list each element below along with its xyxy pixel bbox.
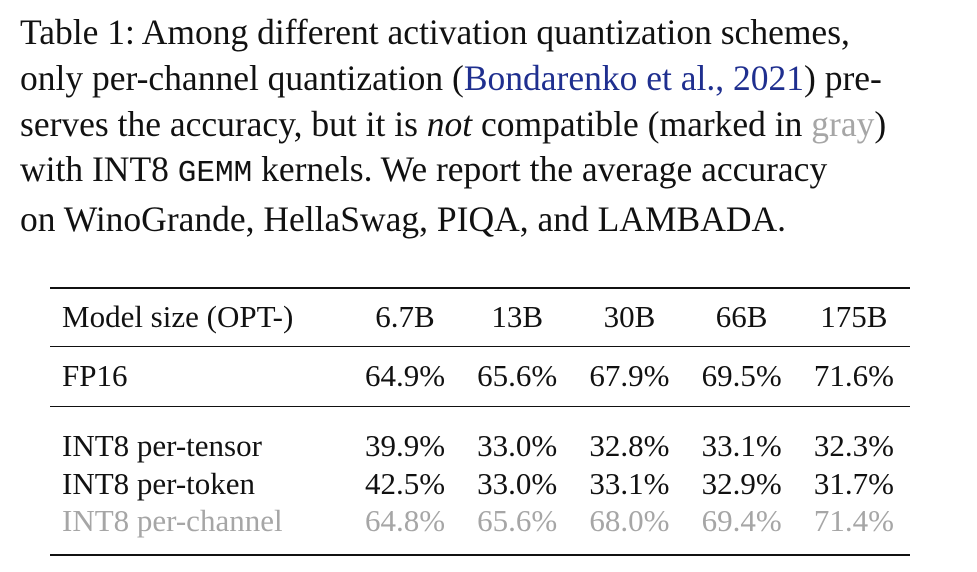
table-header-row: Model size (OPT-) 6.7B 13B 30B 66B 175B — [50, 288, 910, 346]
table-caption: Table 1: Among different activation quan… — [20, 10, 960, 243]
caption-gray-word: gray — [811, 103, 875, 144]
table-cell: 33.0% — [477, 428, 558, 463]
table-cell: 32.3% — [813, 428, 894, 463]
results-table-container: Model size (OPT-) 6.7B 13B 30B 66B 175B … — [50, 287, 910, 556]
table-cell: 65.6% — [477, 503, 558, 538]
caption-text: only per-channel quantization ( — [20, 57, 464, 98]
table-cell: 42.5% — [364, 465, 446, 501]
table-cell: 31.7% — [813, 465, 894, 501]
row-label: FP16 — [62, 358, 128, 393]
table-row-int8-per-token: INT8 per-token 42.5% 33.0% 33.1% 32.9% 3… — [50, 464, 910, 503]
results-table: Model size (OPT-) 6.7B 13B 30B 66B 175B … — [50, 287, 910, 556]
table-row-fp16: FP16 64.9% 65.6% 67.9% 69.5% 71.6% — [50, 346, 910, 406]
table-cell: 69.5% — [701, 358, 782, 393]
table-cell: 65.6% — [477, 358, 558, 393]
table-row-int8-per-channel: INT8 per-channel 64.8% 65.6% 68.0% 69.4%… — [50, 503, 910, 555]
caption-line-4: with INT8 GEMM kernels. We report the av… — [20, 147, 960, 197]
caption-text: compatible (marked in — [472, 103, 812, 144]
caption-emphasis: not — [426, 103, 473, 144]
table-cell: 71.6% — [813, 358, 894, 393]
row-label: INT8 per-channel — [62, 503, 283, 538]
table-cell: 33.1% — [701, 428, 782, 463]
header-cell-model-size: Model size (OPT-) — [62, 299, 294, 335]
row-label: INT8 per-tensor — [62, 428, 262, 463]
caption-line-5: on WinoGrande, HellaSwag, PIQA, and LAMB… — [20, 199, 786, 240]
header-cell-6-7b: 6.7B — [375, 299, 435, 335]
table-cell: 69.4% — [701, 503, 782, 538]
table-cell: 33.0% — [477, 465, 558, 501]
row-label: INT8 per-token — [62, 465, 256, 501]
table-cell: 32.8% — [589, 428, 670, 463]
caption-text: serves the accuracy, but it is — [20, 103, 427, 144]
header-cell-13b: 13B — [491, 299, 544, 335]
table-cell: 71.4% — [813, 503, 894, 538]
table-cell: 32.9% — [701, 465, 782, 501]
table-cell: 64.9% — [364, 358, 446, 393]
caption-code: GEMM — [177, 156, 253, 192]
caption-line-1: Table 1: Among different activation quan… — [20, 12, 850, 52]
citation-link[interactable]: Bondarenko et al., 2021 — [463, 57, 804, 98]
caption-text: kernels. We report the average accuracy — [252, 149, 828, 190]
table-cell: 33.1% — [589, 465, 670, 501]
table-cell: 39.9% — [364, 428, 446, 463]
caption-line-2: only per-channel quantization (Bondarenk… — [20, 56, 960, 102]
caption-text: ) pre- — [804, 57, 882, 98]
table-cell: 64.8% — [364, 503, 446, 538]
header-cell-30b: 30B — [603, 299, 656, 335]
table-row-int8-per-tensor: INT8 per-tensor 39.9% 33.0% 32.8% 33.1% … — [50, 406, 910, 464]
caption-text: ) — [874, 103, 887, 144]
header-cell-66b: 66B — [715, 299, 768, 335]
table-cell: 68.0% — [589, 503, 670, 538]
caption-line-3: serves the accuracy, but it is not compa… — [20, 102, 960, 148]
header-cell-175b: 175B — [820, 299, 888, 335]
table-cell: 67.9% — [589, 358, 670, 393]
caption-text: with INT8 — [20, 149, 178, 190]
